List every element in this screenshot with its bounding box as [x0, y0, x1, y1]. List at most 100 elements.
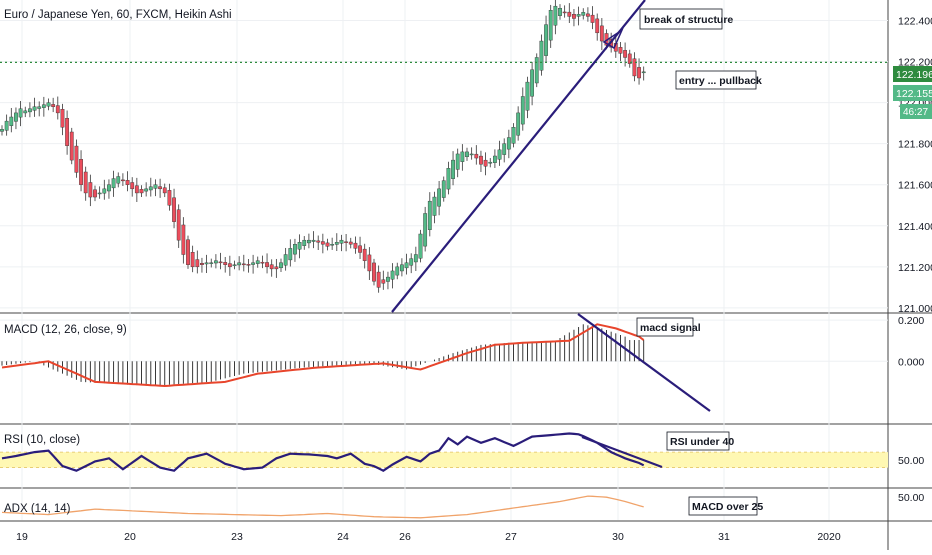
- candle-body: [23, 110, 28, 114]
- candle-body: [400, 264, 404, 272]
- candle-body: [418, 233, 423, 259]
- candle-body: [623, 50, 628, 58]
- candle-body: [88, 182, 93, 198]
- candle-body: [502, 143, 507, 155]
- candle-body: [46, 102, 51, 107]
- price-tick-label: 121.200: [898, 262, 932, 274]
- candle-body: [544, 24, 548, 56]
- candle-body: [562, 11, 567, 14]
- candle-body: [227, 263, 232, 268]
- candle-body: [451, 159, 455, 179]
- candle-body: [232, 264, 237, 266]
- candle-body: [279, 262, 283, 269]
- candle-body: [437, 188, 441, 207]
- series-layer: [0, 0, 646, 519]
- trend-line: [391, 0, 646, 313]
- candle-body: [120, 179, 125, 182]
- candle-body: [311, 239, 316, 242]
- candle-body: [627, 53, 632, 64]
- candle-body: [74, 145, 79, 173]
- time-tick-label: 24: [337, 531, 349, 543]
- candle-body: [167, 190, 172, 206]
- annotation-rsi-under-40-text: RSI under 40: [670, 436, 734, 448]
- candle-body: [172, 197, 176, 222]
- candle-body: [530, 69, 535, 97]
- candle-body: [599, 25, 604, 42]
- candle-body: [581, 12, 586, 16]
- time-tick-label: 23: [231, 531, 243, 543]
- candle-body: [97, 192, 102, 195]
- rsi-tick-label: 50.00: [898, 455, 924, 467]
- candle-body: [358, 245, 362, 253]
- rsi-band-layer: [0, 451, 888, 469]
- countdown-tag: 46:27: [900, 104, 932, 119]
- candle-body: [93, 189, 97, 198]
- candle-body: [465, 151, 469, 157]
- candle-body: [130, 182, 135, 190]
- candle-body: [488, 161, 493, 164]
- macd-signal-line: [1, 323, 645, 388]
- price-tag-entry-text: 122.196: [896, 69, 932, 81]
- candle-body: [404, 262, 409, 269]
- candle-body: [618, 47, 623, 54]
- candle-body: [144, 188, 149, 192]
- macd-tick-label: 0.200: [898, 315, 924, 327]
- adx-title: ADX (14, 14): [4, 503, 71, 515]
- candle-body: [576, 14, 581, 17]
- annotation-rsi-under-40: RSI under 40: [666, 431, 734, 451]
- candle-body: [432, 196, 437, 216]
- time-tick-label: 26: [399, 531, 411, 543]
- candle-body: [190, 252, 195, 268]
- candle-body: [60, 109, 65, 128]
- candle-body: [283, 254, 288, 266]
- candle-body: [330, 244, 335, 246]
- candle-body: [446, 168, 451, 190]
- candle-body: [209, 262, 214, 264]
- price-tag-entry: 122.196: [893, 66, 932, 82]
- candle-body: [195, 259, 200, 268]
- candle-body: [181, 224, 186, 255]
- break-marker: [602, 27, 624, 50]
- candle-body: [293, 244, 297, 255]
- countdown-tag-text: 46:27: [903, 107, 928, 118]
- annotation-macd-over-25: MACD over 25: [688, 496, 763, 516]
- candle-body: [218, 261, 223, 264]
- candle-body: [469, 153, 474, 156]
- candle-body: [274, 266, 279, 270]
- candle-body: [455, 153, 460, 170]
- candle-body: [567, 11, 572, 17]
- candle-body: [483, 159, 488, 167]
- candle-body: [395, 266, 400, 276]
- candle-body: [553, 5, 558, 26]
- time-tick-label: 2020: [817, 531, 841, 543]
- candle-body: [65, 118, 70, 146]
- candle-body: [362, 248, 367, 261]
- annotation-entry-pullback-text: entry ... pullback: [679, 75, 762, 87]
- candle-body: [32, 106, 37, 111]
- candle-body: [111, 178, 116, 189]
- candle-body: [55, 105, 60, 114]
- candle-body: [153, 184, 158, 189]
- candle-body: [637, 67, 641, 79]
- candle-body: [520, 96, 525, 125]
- candle-body: [558, 8, 562, 16]
- candle-body: [386, 276, 390, 282]
- rsi-line: [1, 432, 645, 472]
- candle-body: [381, 279, 386, 284]
- candle-body: [158, 186, 162, 190]
- time-tick-label: 19: [16, 531, 28, 543]
- price-tick-label: 121.800: [898, 139, 932, 151]
- annotation-macd-signal-text: macd signal: [640, 322, 701, 334]
- candle-body: [176, 209, 181, 241]
- candle-body: [162, 187, 167, 194]
- price-tick-label: 122.400: [898, 16, 932, 28]
- candle-body: [246, 264, 251, 266]
- candle-body: [307, 239, 311, 244]
- price-tick-label: 121.000: [898, 303, 932, 315]
- candle-body: [423, 213, 428, 247]
- candle-body: [237, 262, 242, 266]
- candle-body: [14, 112, 18, 122]
- candle-body: [539, 40, 544, 71]
